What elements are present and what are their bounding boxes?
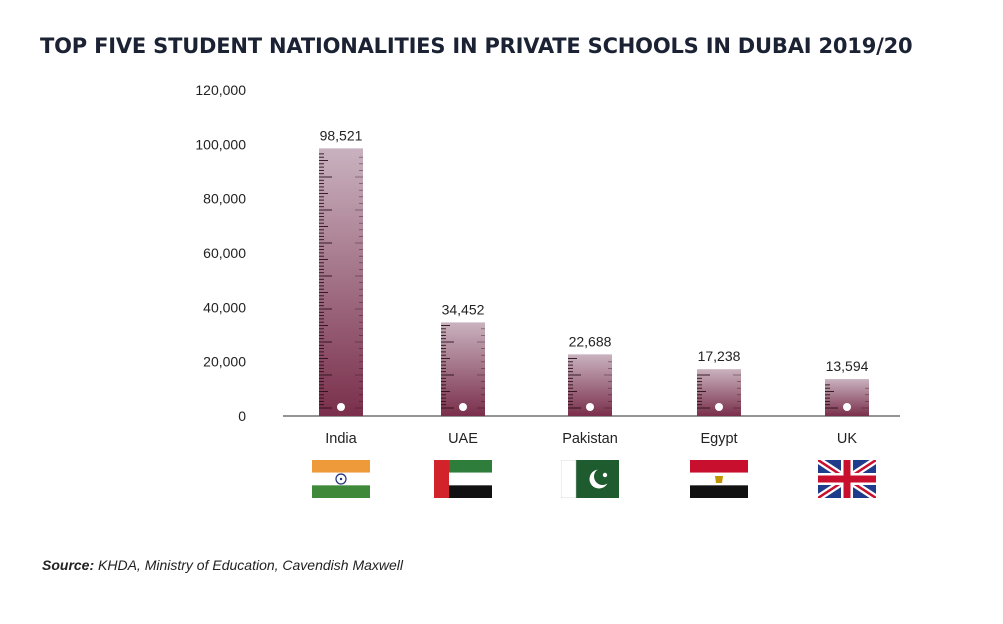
ruler-hole	[843, 403, 851, 411]
bar-india: 98,521	[319, 127, 363, 416]
data-label: 13,594	[826, 358, 869, 374]
y-tick-label: 120,000	[195, 82, 246, 98]
y-tick-label: 40,000	[203, 299, 246, 315]
chart-title: TOP FIVE STUDENT NATIONALITIES IN PRIVAT…	[40, 34, 913, 58]
source-text: KHDA, Ministry of Education, Cavendish M…	[94, 557, 404, 573]
bar-uk: 13,594	[825, 358, 869, 416]
bar-pakistan: 22,688	[568, 333, 612, 416]
ruler-hole	[337, 403, 345, 411]
y-tick-label: 0	[238, 408, 246, 424]
bar-egypt: 17,238	[697, 348, 741, 416]
source-label: Source:	[42, 557, 95, 573]
flags	[312, 460, 876, 498]
x-tick-label: Egypt	[700, 431, 737, 447]
x-tick-label: Pakistan	[562, 431, 618, 447]
data-label: 22,688	[569, 333, 612, 349]
y-tick-label: 80,000	[203, 191, 246, 207]
x-tick-label: UK	[837, 431, 857, 447]
ruler-hole	[715, 403, 723, 411]
source-note: Source: KHDA, Ministry of Education, Cav…	[42, 557, 403, 573]
data-label: 17,238	[698, 348, 741, 364]
y-tick-label: 60,000	[203, 245, 246, 261]
flag-pakistan-icon	[561, 460, 619, 498]
bar	[441, 322, 485, 416]
x-tick-label: India	[325, 431, 357, 447]
y-axis: 0 20,000 40,000 60,000 80,000 100,000 120,000	[195, 82, 900, 424]
flag-egypt-icon	[690, 460, 748, 498]
flag-uk-icon	[818, 460, 876, 498]
bar-uae: 34,452	[441, 301, 485, 416]
flag-india-icon	[312, 460, 370, 498]
bar	[319, 148, 363, 416]
x-tick-label: UAE	[448, 431, 478, 447]
data-label: 34,452	[442, 301, 485, 317]
data-label: 98,521	[320, 127, 363, 143]
bars: 98,521 34,452 22,688 17,238 13,594	[319, 127, 869, 416]
x-axis-labels: India UAE Pakistan Egypt UK	[325, 431, 857, 447]
y-tick-label: 100,000	[195, 136, 246, 152]
bar-chart: 020,00040,00060,00080,000100,000120,000 …	[195, 82, 900, 498]
ruler-hole	[459, 403, 467, 411]
y-tick-label: 20,000	[203, 354, 246, 370]
ruler-hole	[586, 403, 594, 411]
flag-uae-icon	[434, 460, 492, 498]
